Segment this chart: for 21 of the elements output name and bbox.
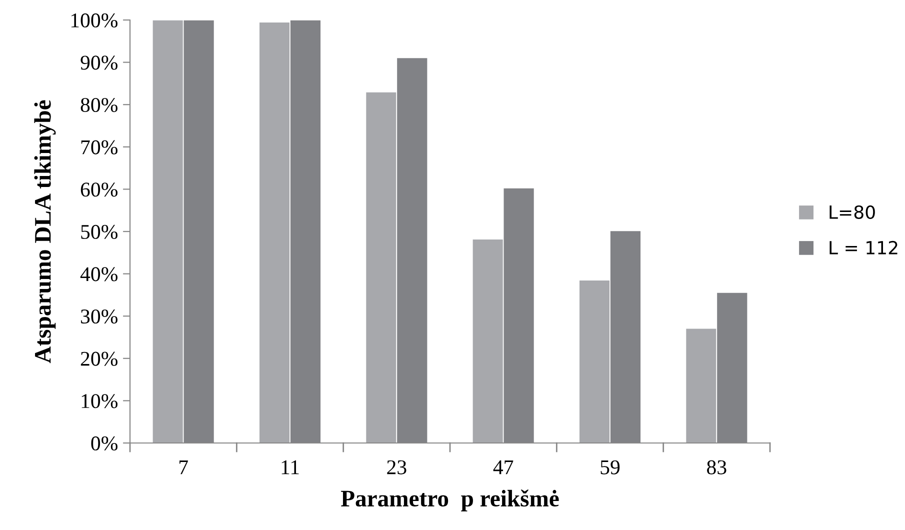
y-tick-label: 50% [81,224,118,239]
y-axis-title: Atsparumo DLA tikimybė [34,100,56,364]
y-tick-label: 30% [81,309,118,324]
legend-label: L=80 [830,205,875,219]
x-tick-label: 23 [387,460,406,474]
x-tick-label: 11 [282,460,299,474]
x-axis-title: Parametro p reikšmė [340,490,559,512]
x-tick-label: 83 [707,460,726,474]
x-tick-label: 7 [180,460,188,474]
y-tick-label: 70% [81,140,118,154]
legend-label: L = 112 [830,240,898,254]
y-tick-label: 80% [80,98,118,112]
y-tick-label: 60% [80,182,118,197]
y-tick-label: 10% [82,394,118,408]
y-tick-label: 100% [71,13,118,28]
x-tick-label: 59 [600,460,620,474]
x-tick-label: 47 [493,460,514,474]
y-tick-label: 0% [91,436,118,450]
y-tick-label: 20% [80,352,118,366]
y-tick-label: 90% [80,56,118,70]
y-tick-label: 40% [80,267,118,282]
